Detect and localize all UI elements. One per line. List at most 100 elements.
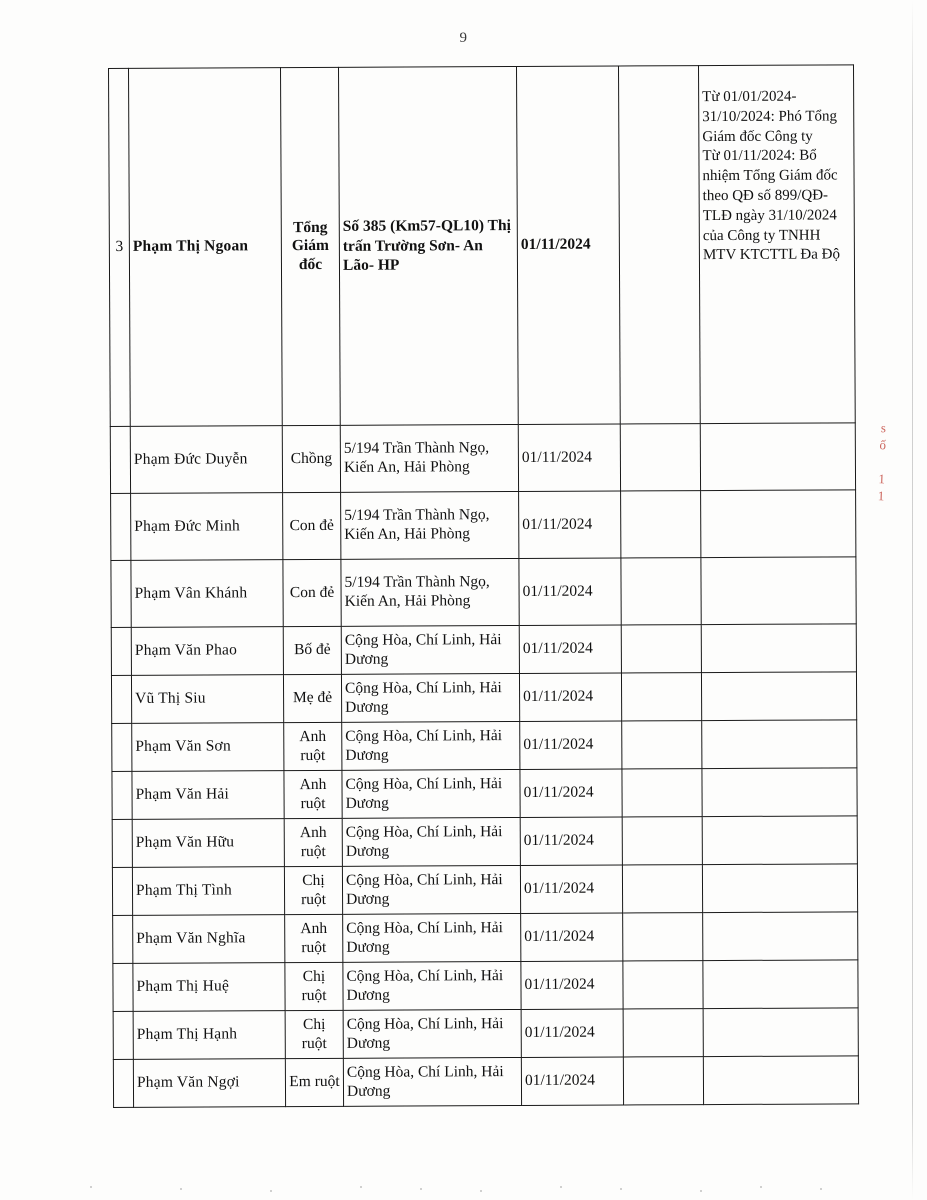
cell-date: 01/11/2024 — [518, 491, 621, 559]
cell-name: Phạm Thị Hạnh — [133, 1010, 286, 1060]
cell-blank — [620, 490, 701, 558]
handwritten-margin-annotation: số 11 — [873, 419, 892, 506]
cell-stt — [111, 771, 133, 820]
table-row: Phạm Đức Minh Con đẻ 5/194 Trần Thành Ngọ,… — [110, 489, 856, 561]
cell-relationship: Chị ruột — [284, 866, 343, 915]
cell-name: Phạm Văn Hải — [131, 770, 285, 820]
cell-relationship: Anh ruột — [284, 818, 343, 867]
cell-relationship: Chị ruột — [285, 1010, 344, 1059]
cell-address: Cộng Hòa, Chí Linh, Hải Dương — [341, 673, 520, 723]
table-row-lead: 3 Phạm Thị Ngoan Tổng Giám đốc Số 385 (K… — [108, 64, 856, 427]
page-number: 9 — [459, 30, 468, 46]
scan-edge-line — [912, 0, 913, 1200]
cell-stt — [112, 867, 133, 916]
cell-blank — [621, 624, 702, 673]
cell-stt — [113, 1059, 134, 1108]
table-row: Vũ Thị Siu Mẹ đẻ Cộng Hòa, Chí Linh, Hải D… — [111, 671, 857, 724]
cell-address: Cộng Hòa, Chí Linh, Hải Dương — [343, 1057, 522, 1107]
cell-date: 01/11/2024 — [518, 424, 621, 492]
cell-stt — [110, 560, 132, 628]
cell-date: 01/11/2024 — [519, 720, 622, 770]
cell-address: Cộng Hòa, Chí Linh, Hải Dương — [342, 865, 521, 915]
cell-stt: 3 — [108, 68, 131, 427]
cell-stt — [111, 675, 132, 724]
cell-name: Phạm Thị Ngoan — [128, 67, 283, 427]
cell-date: 01/11/2024 — [519, 624, 622, 674]
cell-date: 01/11/2024 — [521, 1056, 624, 1106]
cell-blank — [618, 65, 701, 425]
cell-note: Từ 01/01/2024-31/10/2024: Phó Tổng Giám … — [698, 64, 856, 424]
table-row: Phạm Văn Ngợi Em ruột Cộng Hòa, Chí Linh, … — [113, 1055, 859, 1108]
cell-note — [701, 719, 857, 769]
cell-name: Phạm Đức Minh — [130, 492, 283, 561]
cell-name: Phạm Văn Hữu — [132, 818, 285, 868]
table-row: Phạm Vân Khánh Con đẻ 5/194 Trần Thành Ngọ… — [110, 556, 857, 628]
cell-name: Phạm Đức Duyễn — [130, 425, 283, 494]
cell-blank — [623, 1056, 704, 1105]
cell-address: Cộng Hòa, Chí Linh, Hải Dương — [342, 961, 522, 1011]
cell-date: 01/11/2024 — [520, 864, 623, 914]
cell-stt — [111, 627, 132, 676]
cell-name: Vũ Thị Siu — [131, 674, 284, 724]
cell-blank — [621, 672, 702, 721]
cell-relationship: Con đẻ — [282, 559, 342, 627]
cell-blank — [620, 557, 702, 625]
table-row: Phạm Văn Hải Anh ruột Cộng Hòa, Chí Linh, … — [111, 767, 858, 820]
cell-relationship: Anh ruột — [283, 770, 343, 819]
table-row: Phạm Văn Hữu Anh ruột Cộng Hòa, Chí Linh, … — [112, 815, 858, 868]
cell-blank — [620, 423, 701, 492]
cell-relationship: Em ruột — [285, 1058, 344, 1107]
table-row: Phạm Thị Huệ Chị ruột Cộng Hòa, Chí Linh, … — [112, 959, 859, 1012]
cell-stt — [112, 819, 133, 868]
relatives-declaration-table: 3 Phạm Thị Ngoan Tổng Giám đốc Số 385 (K… — [108, 64, 859, 1108]
cell-name: Phạm Văn Sơn — [131, 722, 284, 772]
cell-relationship: Chồng — [282, 425, 341, 493]
cell-relationship: Anh ruột — [283, 722, 342, 771]
cell-relationship: Con đẻ — [282, 492, 341, 560]
cell-note — [702, 863, 858, 913]
cell-blank — [621, 768, 703, 817]
cell-stt — [113, 1011, 134, 1060]
cell-address: 5/194 Trần Thành Ngọ, Kiến An, Hải Phòng — [340, 558, 520, 627]
cell-relationship: Bố đẻ — [283, 626, 342, 675]
cell-name: Phạm Thị Huệ — [132, 962, 286, 1012]
cell-address: Cộng Hòa, Chí Linh, Hải Dương — [342, 913, 521, 963]
cell-note — [701, 623, 857, 673]
cell-note — [702, 815, 858, 865]
cell-address: Cộng Hòa, Chí Linh, Hải Dương — [341, 721, 520, 771]
cell-note — [701, 767, 858, 817]
cell-note — [702, 959, 859, 1009]
cell-stt — [111, 723, 132, 772]
cell-stt — [112, 963, 134, 1012]
cell-date: 01/11/2024 — [521, 1008, 624, 1058]
cell-date: 01/11/2024 — [516, 66, 621, 425]
cell-blank — [621, 720, 702, 769]
table-row: Phạm Văn Phao Bố đẻ Cộng Hòa, Chí Linh, Hả… — [111, 623, 857, 676]
cell-name: Phạm Vân Khánh — [130, 559, 284, 628]
cell-blank — [623, 1008, 704, 1057]
table-row: Phạm Thị Tình Chị ruột Cộng Hòa, Chí Linh,… — [112, 863, 858, 916]
cell-date: 01/11/2024 — [520, 912, 623, 962]
table-body: 3 Phạm Thị Ngoan Tổng Giám đốc Số 385 (K… — [108, 64, 859, 1108]
cell-name: Phạm Văn Ngợi — [133, 1058, 286, 1108]
cell-address: Cộng Hòa, Chí Linh, Hải Dương — [342, 817, 521, 867]
cell-address: Số 385 (Km57-QL10) Thị trấn Trường Sơn- … — [338, 66, 519, 426]
cell-address: Cộng Hòa, Chí Linh, Hải Dương — [343, 1009, 522, 1059]
cell-address: Cộng Hòa, Chí Linh, Hải Dương — [341, 625, 520, 675]
cell-note — [702, 911, 858, 961]
cell-name: Phạm Văn Phao — [131, 626, 284, 676]
cell-relationship: Chị ruột — [284, 962, 344, 1011]
table-row: Phạm Văn Sơn Anh ruột Cộng Hòa, Chí Linh, … — [111, 719, 857, 772]
cell-name: Phạm Thị Tình — [132, 866, 285, 916]
cell-stt — [110, 426, 131, 494]
cell-date: 01/11/2024 — [518, 557, 622, 626]
cell-stt — [112, 915, 133, 964]
cell-blank — [622, 912, 703, 961]
cell-blank — [622, 960, 704, 1009]
table-row: Phạm Thị Hạnh Chị ruột Cộng Hòa, Chí Linh,… — [113, 1007, 859, 1060]
cell-address: 5/194 Trần Thành Ngọ, Kiến An, Hải Phòng — [340, 491, 519, 560]
declaration-table-container: 3 Phạm Thị Ngoan Tổng Giám đốc Số 385 (K… — [108, 64, 859, 1108]
cell-relationship: Mẹ đẻ — [283, 674, 342, 723]
scan-speckles — [60, 1186, 860, 1194]
